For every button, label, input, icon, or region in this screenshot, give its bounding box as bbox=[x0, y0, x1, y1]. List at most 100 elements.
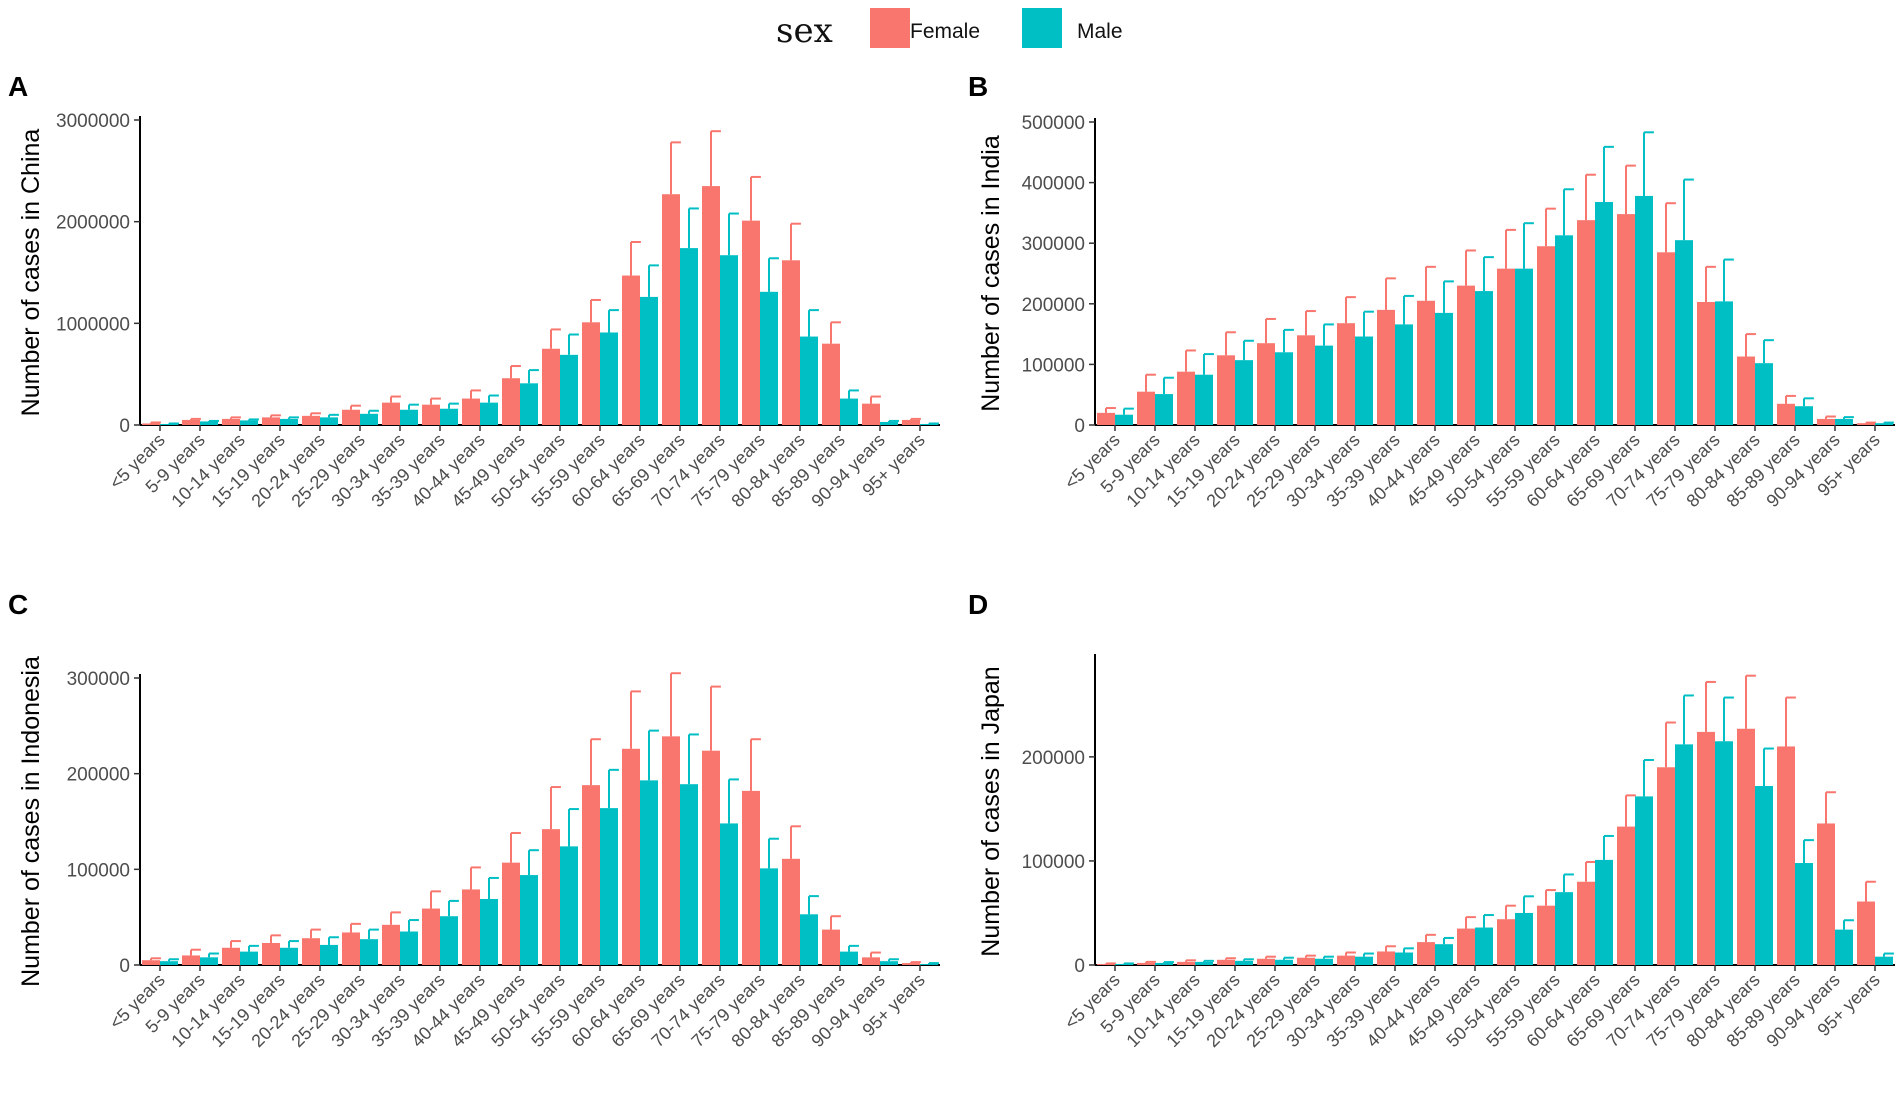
bar-male bbox=[1675, 744, 1693, 965]
bar-female bbox=[462, 398, 480, 425]
bar-female bbox=[702, 186, 720, 425]
bar-female bbox=[422, 404, 440, 425]
panel-letter: D bbox=[968, 589, 988, 620]
bar-female bbox=[1697, 731, 1715, 965]
bar-male bbox=[800, 914, 818, 965]
bar-male bbox=[1435, 944, 1453, 965]
bar-male bbox=[160, 423, 178, 425]
bar-male bbox=[1755, 363, 1773, 425]
bar-male bbox=[280, 947, 298, 965]
bar-female bbox=[1377, 309, 1395, 425]
bar-male bbox=[1395, 324, 1413, 425]
bar-male bbox=[1515, 912, 1533, 965]
y-axis-label: Number of cases in China bbox=[17, 129, 45, 417]
y-tick-label: 100000 bbox=[1022, 355, 1085, 376]
bar-female bbox=[782, 260, 800, 425]
bar-female bbox=[1697, 301, 1715, 425]
bar-female bbox=[622, 748, 640, 965]
panel-a: A Number of cases in China 0 1000000 2000000… bbox=[8, 71, 940, 511]
bar-male bbox=[600, 808, 618, 965]
bar-male bbox=[1555, 235, 1573, 425]
bar-female bbox=[1337, 323, 1355, 425]
bar-female bbox=[1497, 919, 1515, 965]
bar-male bbox=[840, 398, 858, 425]
bar-male bbox=[1795, 863, 1813, 965]
y-axis-label: Number of cases in Japan bbox=[977, 666, 1005, 956]
legend-label-male: Male bbox=[1077, 20, 1123, 43]
y-tick-label: 200000 bbox=[1022, 748, 1085, 769]
y-axis-label: Number of cases in India bbox=[977, 135, 1005, 412]
bar-female bbox=[622, 275, 640, 425]
bar-female bbox=[1857, 901, 1875, 965]
bar-male bbox=[240, 951, 258, 965]
bar-male bbox=[360, 939, 378, 965]
bar-female bbox=[1617, 214, 1635, 425]
bar-female bbox=[502, 378, 520, 425]
bar-female bbox=[1657, 252, 1675, 425]
bar-female bbox=[182, 419, 200, 425]
bar-female bbox=[1577, 220, 1595, 425]
panel-letter: A bbox=[8, 71, 28, 102]
bar-male bbox=[880, 421, 898, 425]
bar-female bbox=[222, 947, 240, 965]
bar-male bbox=[800, 336, 818, 425]
bar-male bbox=[1475, 927, 1493, 965]
bar-male bbox=[1635, 195, 1653, 425]
bar-female bbox=[222, 418, 240, 425]
bar-female bbox=[1817, 823, 1835, 965]
bar-male bbox=[1715, 301, 1733, 425]
y-tick-label: 3000000 bbox=[56, 111, 130, 132]
bar-male bbox=[1755, 786, 1773, 965]
bar-male bbox=[640, 296, 658, 425]
bar-male bbox=[1195, 374, 1213, 425]
panel-letter: B bbox=[968, 71, 988, 102]
y-tick-label: 0 bbox=[1074, 956, 1085, 977]
bar-female bbox=[902, 963, 920, 965]
bar-female bbox=[1457, 285, 1475, 425]
panel-b: B Number of cases in India 0 100000 200000 30… bbox=[968, 71, 1895, 511]
y-tick-label: 100000 bbox=[1022, 852, 1085, 873]
bar-male bbox=[1835, 929, 1853, 965]
bar-female bbox=[1537, 905, 1555, 965]
y-tick-label: 400000 bbox=[1022, 174, 1085, 195]
bar-male bbox=[200, 957, 218, 965]
y-tick-label: 0 bbox=[119, 956, 130, 977]
bar-female bbox=[342, 932, 360, 965]
bar-male bbox=[1235, 960, 1253, 965]
bar-male bbox=[1395, 952, 1413, 965]
bar-male bbox=[1715, 741, 1733, 965]
bar-female bbox=[902, 419, 920, 425]
bar-female bbox=[1177, 371, 1195, 425]
bar-male bbox=[1315, 958, 1333, 965]
bar-female bbox=[1857, 423, 1875, 425]
legend-title: sex bbox=[776, 11, 833, 51]
bar-female bbox=[1417, 300, 1435, 425]
bar-male bbox=[1315, 345, 1333, 425]
bar-male bbox=[680, 784, 698, 965]
bar-female bbox=[302, 938, 320, 965]
bar-female bbox=[702, 750, 720, 965]
bar-female bbox=[1097, 412, 1115, 425]
bar-male bbox=[400, 931, 418, 965]
bar-female bbox=[1137, 391, 1155, 425]
bar-female bbox=[502, 862, 520, 965]
bar-female bbox=[1777, 403, 1795, 425]
bar-male bbox=[1195, 961, 1213, 965]
bar-female bbox=[782, 858, 800, 965]
bar-female bbox=[862, 957, 880, 965]
bar-female bbox=[822, 929, 840, 965]
y-tick-label: 300000 bbox=[67, 669, 130, 690]
y-tick-label: 200000 bbox=[67, 765, 130, 786]
bar-male bbox=[1835, 418, 1853, 425]
bar-male bbox=[760, 291, 778, 425]
bar-male bbox=[880, 961, 898, 965]
bar-female bbox=[1137, 962, 1155, 965]
bar-female bbox=[142, 960, 160, 965]
bar-male bbox=[520, 875, 538, 965]
bar-male bbox=[840, 951, 858, 965]
bar-male bbox=[440, 916, 458, 965]
bar-female bbox=[1537, 246, 1555, 425]
bar-female bbox=[1617, 826, 1635, 965]
